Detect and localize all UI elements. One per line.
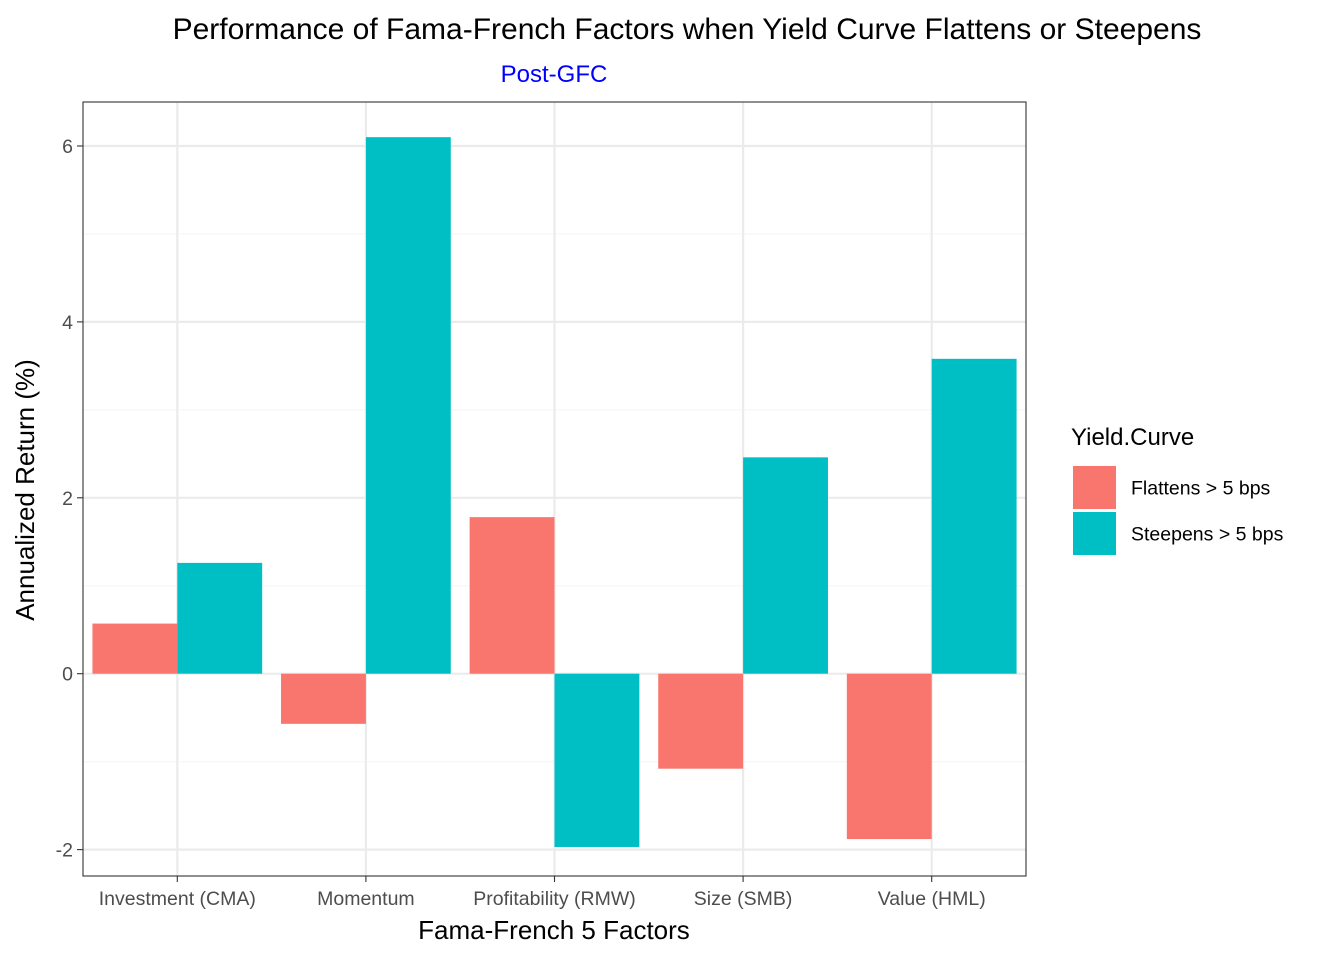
chart-subtitle: Post-GFC <box>501 61 608 88</box>
y-axis-title: Annualized Return (%) <box>10 359 40 621</box>
bar <box>92 623 178 674</box>
legend-items: Flattens > 5 bps Steepens > 5 bps <box>1073 466 1284 555</box>
x-tick-label: Investment (CMA) <box>99 888 256 910</box>
bar <box>365 137 451 674</box>
bar <box>469 517 555 674</box>
y-tick-label: -2 <box>56 840 73 862</box>
legend-title: Yield.Curve <box>1071 424 1194 451</box>
bar <box>177 562 263 674</box>
x-axis: Investment (CMA) Momentum Profitability (R… <box>99 876 986 910</box>
bar <box>931 358 1017 674</box>
x-tick-label: Momentum <box>317 888 415 910</box>
bar <box>281 673 366 724</box>
legend: Yield.Curve Flattens > 5 bps Steepens > 5… <box>1071 424 1284 555</box>
bar <box>846 673 932 840</box>
x-tick-label: Size (SMB) <box>694 888 793 910</box>
legend-label: Flattens > 5 bps <box>1131 478 1271 500</box>
legend-key <box>1073 466 1116 509</box>
bar <box>658 673 744 769</box>
legend-key <box>1073 512 1116 555</box>
bar <box>554 673 640 847</box>
x-axis-title: Fama-French 5 Factors <box>418 915 690 945</box>
y-tick-label: 0 <box>62 664 73 686</box>
chart-title: Performance of Fama-French Factors when … <box>173 13 1202 46</box>
x-tick-label: Value (HML) <box>878 888 986 910</box>
legend-label: Steepens > 5 bps <box>1131 524 1284 546</box>
bars-layer <box>92 137 1017 847</box>
x-tick-label: Profitability (RMW) <box>473 888 636 910</box>
bar <box>743 457 828 674</box>
y-tick-label: 6 <box>62 136 73 158</box>
y-tick-label: 4 <box>62 312 73 334</box>
y-tick-label: 2 <box>62 488 73 510</box>
y-axis: -2 0 2 4 6 <box>56 136 83 862</box>
plot-panel <box>82 101 1027 877</box>
